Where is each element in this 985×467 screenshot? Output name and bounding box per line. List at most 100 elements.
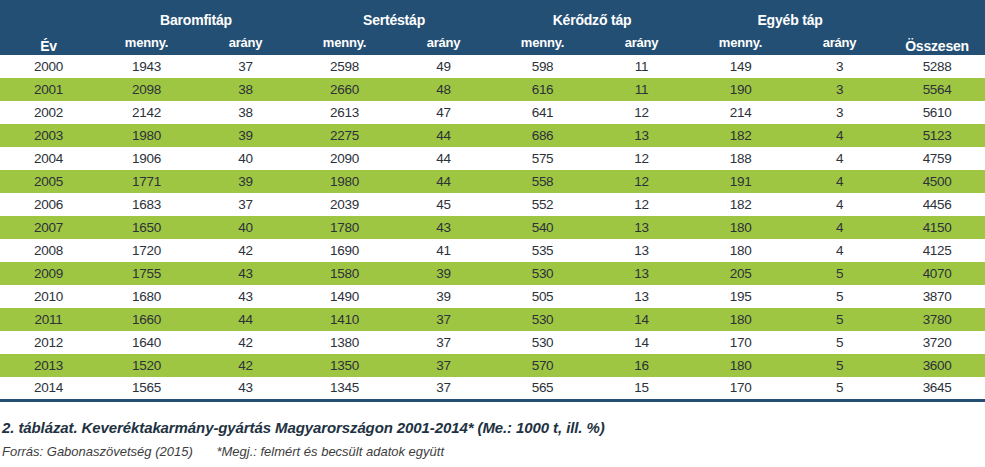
- value-cell: 4125: [889, 239, 985, 262]
- value-cell: 570: [493, 354, 592, 377]
- value-cell: 40: [196, 147, 295, 170]
- value-cell: 530: [493, 262, 592, 285]
- value-cell: 1906: [97, 147, 196, 170]
- value-cell: 3: [790, 78, 889, 101]
- table-caption: 2. táblázat. Keveréktakarmány-gyártás Ma…: [2, 419, 985, 436]
- column-header-year: Év: [0, 0, 97, 55]
- source-text: Forrás: Gabonaszövetség (2015): [2, 444, 193, 459]
- value-cell: 1980: [295, 170, 394, 193]
- table-row: 20121640421380375301417053720: [0, 331, 985, 354]
- value-cell: 37: [394, 354, 493, 377]
- footnote-text: *Megj.: felmért és becsült adatok együtt: [216, 444, 444, 459]
- value-cell: 1690: [295, 239, 394, 262]
- value-cell: 3870: [889, 285, 985, 308]
- value-cell: 39: [394, 262, 493, 285]
- table-row: 20141565431345375651517053645: [0, 377, 985, 400]
- table-row: 20131520421350375701618053600: [0, 354, 985, 377]
- value-cell: 180: [691, 239, 790, 262]
- value-cell: 5: [790, 331, 889, 354]
- value-cell: 3600: [889, 354, 985, 377]
- year-cell: 2000: [0, 55, 97, 78]
- year-cell: 2013: [0, 354, 97, 377]
- value-cell: 1580: [295, 262, 394, 285]
- column-group-poultry-feed: Baromfitáp: [97, 0, 295, 29]
- table-row: 20091755431580395301320554070: [0, 262, 985, 285]
- value-cell: 540: [493, 216, 592, 239]
- value-cell: 48: [394, 78, 493, 101]
- table-row: 20001943372598495981114935288: [0, 55, 985, 78]
- table-row: 20022142382613476411221435610: [0, 101, 985, 124]
- value-cell: 40: [196, 216, 295, 239]
- subheader-share: arány: [394, 29, 493, 55]
- value-cell: 44: [394, 124, 493, 147]
- value-cell: 41: [394, 239, 493, 262]
- table-row: 20051771391980445581219144500: [0, 170, 985, 193]
- value-cell: 2660: [295, 78, 394, 101]
- value-cell: 1350: [295, 354, 394, 377]
- value-cell: 1755: [97, 262, 196, 285]
- value-cell: 4: [790, 124, 889, 147]
- value-cell: 149: [691, 55, 790, 78]
- value-cell: 1980: [97, 124, 196, 147]
- subheader-quantity: menny.: [295, 29, 394, 55]
- value-cell: 13: [592, 124, 691, 147]
- value-cell: 5564: [889, 78, 985, 101]
- value-cell: 11: [592, 78, 691, 101]
- value-cell: 42: [196, 331, 295, 354]
- table-row: 20081720421690415351318044125: [0, 239, 985, 262]
- table-row: 20111660441410375301418053780: [0, 308, 985, 331]
- table-row: 20012098382660486161119035564: [0, 78, 985, 101]
- value-cell: 14: [592, 331, 691, 354]
- year-cell: 2005: [0, 170, 97, 193]
- value-cell: 4070: [889, 262, 985, 285]
- feed-production-table: Év Baromfitáp Sertéstáp Kérődző táp Egyé…: [0, 0, 985, 402]
- value-cell: 1771: [97, 170, 196, 193]
- year-cell: 2008: [0, 239, 97, 262]
- subheader-quantity: menny.: [493, 29, 592, 55]
- column-group-other-feed: Egyéb táp: [691, 0, 889, 29]
- value-cell: 180: [691, 354, 790, 377]
- table-row: 20071650401780435401318044150: [0, 216, 985, 239]
- value-cell: 43: [196, 262, 295, 285]
- value-cell: 37: [394, 331, 493, 354]
- value-cell: 195: [691, 285, 790, 308]
- column-group-pig-feed: Sertéstáp: [295, 0, 493, 29]
- value-cell: 37: [394, 377, 493, 400]
- table-row: 20061683372039455521218244456: [0, 193, 985, 216]
- value-cell: 4759: [889, 147, 985, 170]
- column-header-total: Összesen: [889, 0, 985, 55]
- value-cell: 42: [196, 354, 295, 377]
- value-cell: 558: [493, 170, 592, 193]
- value-cell: 15: [592, 377, 691, 400]
- value-cell: 2142: [97, 101, 196, 124]
- value-cell: 5123: [889, 124, 985, 147]
- value-cell: 3720: [889, 331, 985, 354]
- subheader-quantity: menny.: [691, 29, 790, 55]
- value-cell: 1345: [295, 377, 394, 400]
- value-cell: 37: [196, 193, 295, 216]
- value-cell: 4: [790, 147, 889, 170]
- value-cell: 12: [592, 101, 691, 124]
- value-cell: 45: [394, 193, 493, 216]
- value-cell: 43: [394, 216, 493, 239]
- table-row: 20041906402090445751218844759: [0, 147, 985, 170]
- value-cell: 12: [592, 193, 691, 216]
- value-cell: 4500: [889, 170, 985, 193]
- value-cell: 44: [394, 147, 493, 170]
- value-cell: 16: [592, 354, 691, 377]
- value-cell: 13: [592, 216, 691, 239]
- value-cell: 1680: [97, 285, 196, 308]
- value-cell: 641: [493, 101, 592, 124]
- value-cell: 14: [592, 308, 691, 331]
- subheader-quantity: menny.: [97, 29, 196, 55]
- value-cell: 49: [394, 55, 493, 78]
- value-cell: 2039: [295, 193, 394, 216]
- subheader-share: arány: [196, 29, 295, 55]
- value-cell: 4: [790, 239, 889, 262]
- value-cell: 2598: [295, 55, 394, 78]
- value-cell: 1683: [97, 193, 196, 216]
- value-cell: 575: [493, 147, 592, 170]
- value-cell: 3645: [889, 377, 985, 400]
- value-cell: 3780: [889, 308, 985, 331]
- table-body: 2000194337259849598111493528820012098382…: [0, 55, 985, 400]
